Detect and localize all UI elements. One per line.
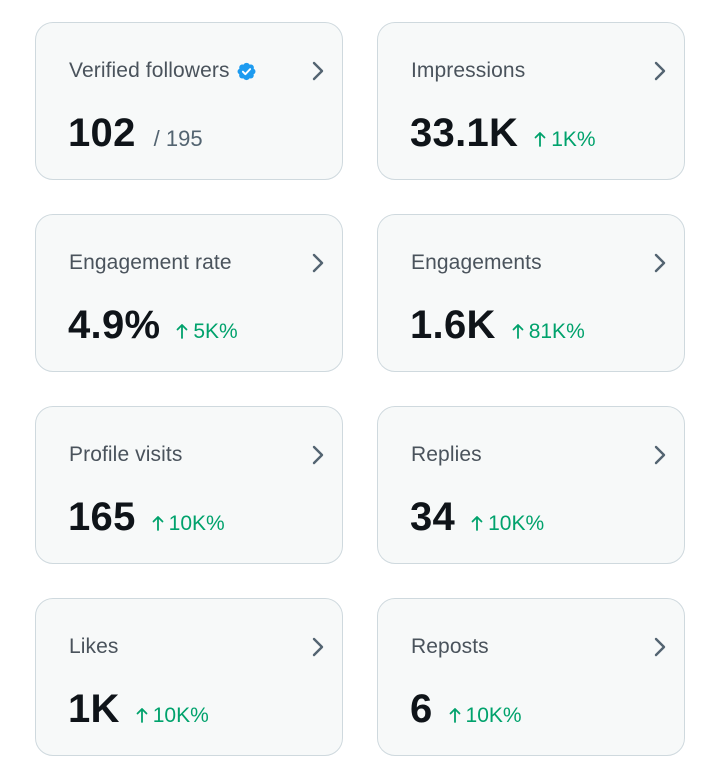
- metric-title-label: Reposts: [411, 635, 489, 658]
- metric-card-replies[interactable]: Replies 34 10K%: [377, 406, 685, 564]
- metric-value: 6: [410, 687, 433, 731]
- arrow-up-icon: [534, 132, 546, 147]
- metric-value-row: 1K 10K%: [68, 687, 209, 732]
- metrics-grid: Verified followers 102 / 195 Impressions…: [35, 22, 685, 756]
- metric-value-row: 4.9% 5K%: [68, 303, 238, 348]
- metric-title-label: Likes: [69, 635, 119, 658]
- chevron-right-icon: [654, 61, 666, 81]
- metric-change-value: 5K%: [193, 320, 238, 343]
- chevron-right-icon: [654, 637, 666, 657]
- arrow-up-icon: [176, 324, 188, 339]
- metric-value: 1.6K: [410, 303, 496, 347]
- metric-title: Profile visits: [69, 443, 182, 467]
- metric-title-label: Replies: [411, 443, 482, 466]
- arrow-up-icon: [136, 708, 148, 723]
- metric-change: 10K%: [136, 704, 209, 728]
- metric-title-label: Engagement rate: [69, 251, 232, 274]
- metric-change-value: 10K%: [488, 512, 545, 535]
- chevron-right-icon: [312, 445, 324, 465]
- metric-value: 33.1K: [410, 111, 519, 155]
- metric-card-reposts[interactable]: Reposts 6 10K%: [377, 598, 685, 756]
- metric-value-row: 165 10K%: [68, 495, 225, 540]
- chevron-right-icon: [654, 253, 666, 273]
- metric-title: Verified followers: [69, 59, 257, 83]
- metric-title: Reposts: [411, 635, 489, 659]
- metric-title-label: Engagements: [411, 251, 542, 274]
- metric-change: 81K%: [512, 320, 585, 344]
- metric-change-value: 10K%: [152, 704, 209, 727]
- metric-change-value: 81K%: [528, 320, 585, 343]
- metric-title-label: Profile visits: [69, 443, 183, 466]
- metric-change: 5K%: [176, 320, 238, 344]
- metric-value: 1K: [68, 687, 120, 731]
- arrow-up-icon: [449, 708, 460, 723]
- metric-value: 102: [68, 111, 136, 155]
- metric-card-impressions[interactable]: Impressions 33.1K 1K%: [377, 22, 685, 180]
- metric-card-engagement-rate[interactable]: Engagement rate 4.9% 5K%: [35, 214, 343, 372]
- metric-card-engagements[interactable]: Engagements 1.6K 81K%: [377, 214, 685, 372]
- metric-title: Replies: [411, 443, 482, 467]
- metric-title: Impressions: [411, 59, 525, 83]
- metric-value: 34: [410, 495, 456, 539]
- metric-card-verified-followers[interactable]: Verified followers 102 / 195: [35, 22, 343, 180]
- metric-title: Engagement rate: [69, 251, 232, 275]
- metric-title: Likes: [69, 635, 119, 659]
- metric-change-value: 1K%: [551, 128, 596, 151]
- metric-title: Engagements: [411, 251, 542, 275]
- arrow-up-icon: [152, 516, 164, 531]
- metric-value: 165: [68, 495, 136, 539]
- chevron-right-icon: [312, 253, 324, 273]
- metric-change-value: 10K%: [465, 704, 522, 727]
- arrow-up-icon: [512, 324, 524, 339]
- metric-change: 10K%: [152, 512, 225, 536]
- metric-card-likes[interactable]: Likes 1K 10K%: [35, 598, 343, 756]
- metric-change: 10K%: [449, 704, 522, 728]
- metric-title-label: Impressions: [411, 59, 526, 82]
- arrow-up-icon: [471, 516, 483, 531]
- chevron-right-icon: [312, 637, 324, 657]
- metric-value-row: 34 10K%: [410, 495, 544, 540]
- chevron-right-icon: [654, 445, 666, 465]
- metric-card-profile-visits[interactable]: Profile visits 165 10K%: [35, 406, 343, 564]
- metric-title-label: Verified followers: [69, 59, 230, 82]
- metric-value-row: 1.6K 81K%: [410, 303, 585, 348]
- metric-value: 4.9%: [68, 303, 161, 347]
- metric-total: / 195: [153, 126, 203, 151]
- chevron-right-icon: [312, 61, 324, 81]
- metric-change: 1K%: [534, 128, 596, 152]
- metric-value-row: 102 / 195: [68, 111, 203, 156]
- metric-value-row: 6 10K%: [410, 687, 522, 732]
- metric-value-row: 33.1K 1K%: [410, 111, 596, 156]
- verified-badge-icon: [237, 62, 256, 80]
- metric-change: 10K%: [471, 512, 544, 536]
- metric-change-value: 10K%: [168, 512, 225, 535]
